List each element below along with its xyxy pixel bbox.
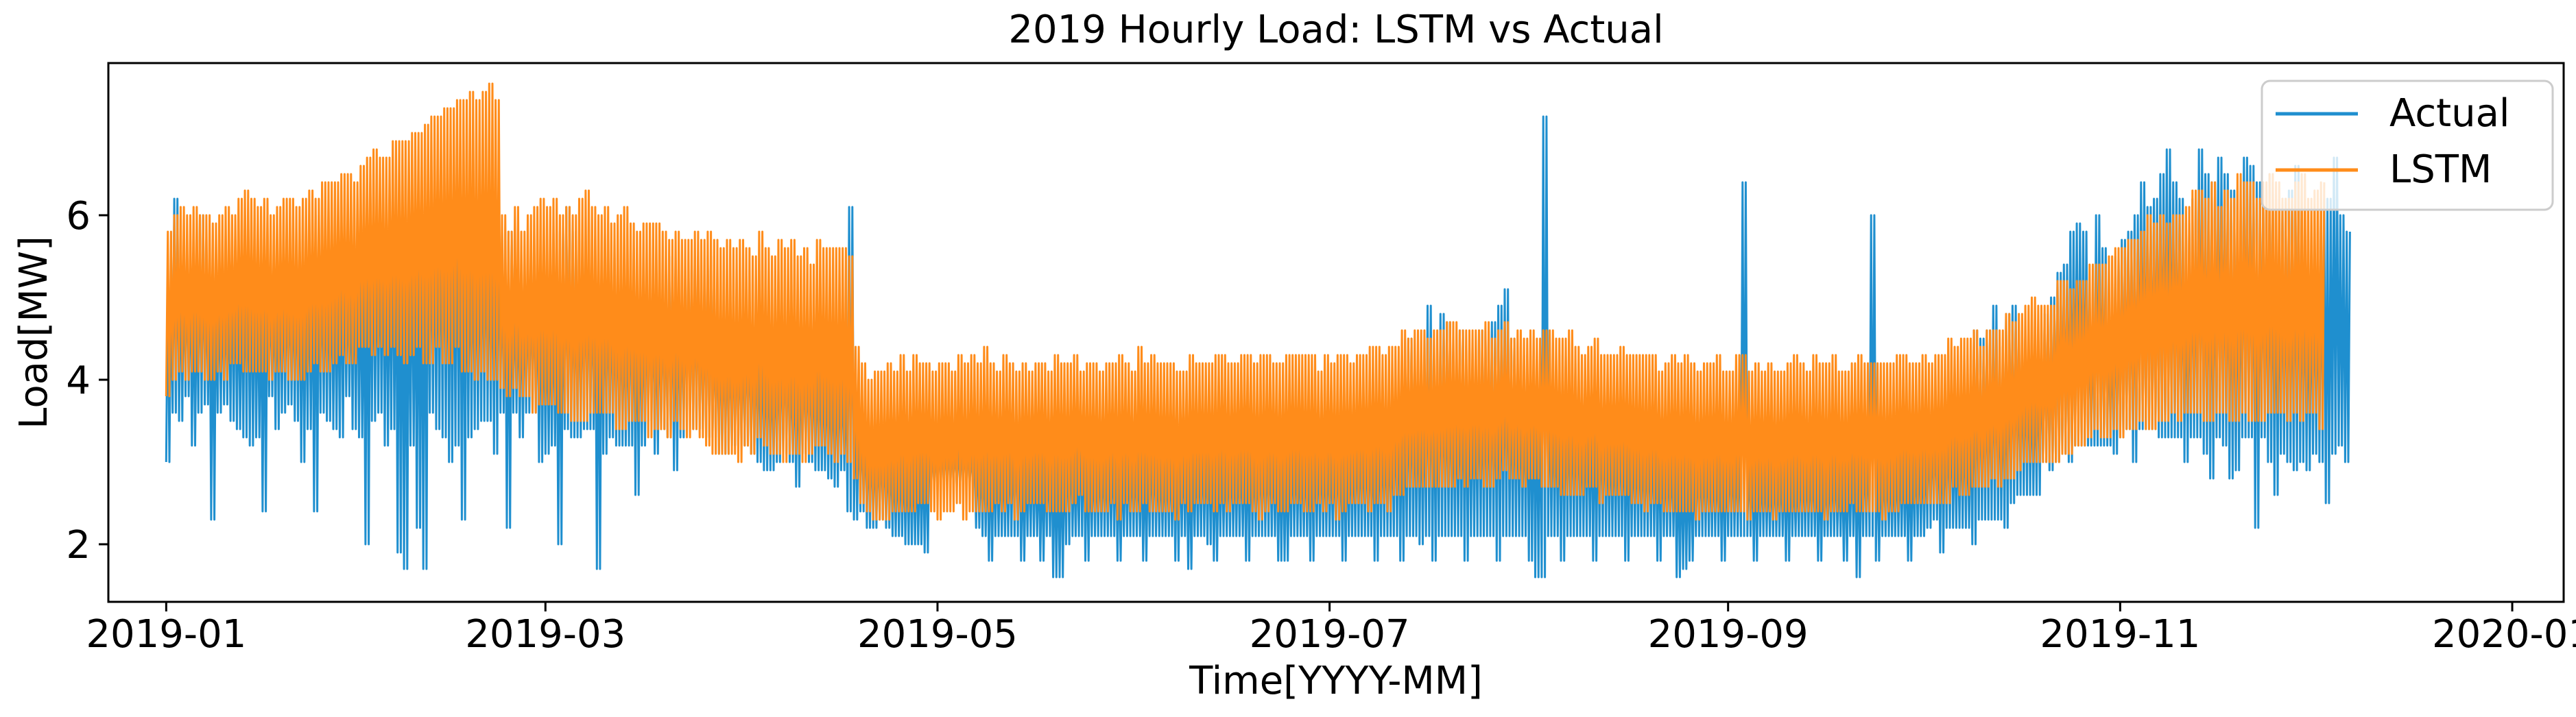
y-tick-label: 2 [66,523,91,568]
x-tick-label: 2019-07 [1250,612,1410,657]
y-axis-label: Load[MW] [12,236,56,429]
y-tick-label: 4 [66,358,91,403]
y-tick-label: 6 [66,194,91,239]
y-axis: 2 4 6 [66,194,108,568]
x-axis: 2019-01 2019-03 2019-05 2019-07 2019-09 2019-… [86,602,2576,657]
series-layer [165,82,2351,579]
legend-label-actual: Actual [2389,91,2509,136]
x-tick-label: 2019-09 [1648,612,1809,657]
legend-label-lstm: LSTM [2389,147,2492,192]
x-tick-label: 2020-01 [2432,612,2576,657]
series-line-lstm [165,82,2326,521]
x-tick-label: 2019-03 [465,612,625,657]
x-tick-label: 2019-11 [2040,612,2200,657]
x-tick-label: 2019-01 [86,612,246,657]
x-tick-label: 2019-05 [857,612,1018,657]
plot-frame [107,62,2565,603]
chart-title: 2019 Hourly Load: LSTM vs Actual [1008,8,1663,52]
legend: Actual LSTM [2261,80,2554,211]
x-axis-label: Time[YYYY-MM] [1189,659,1483,703]
